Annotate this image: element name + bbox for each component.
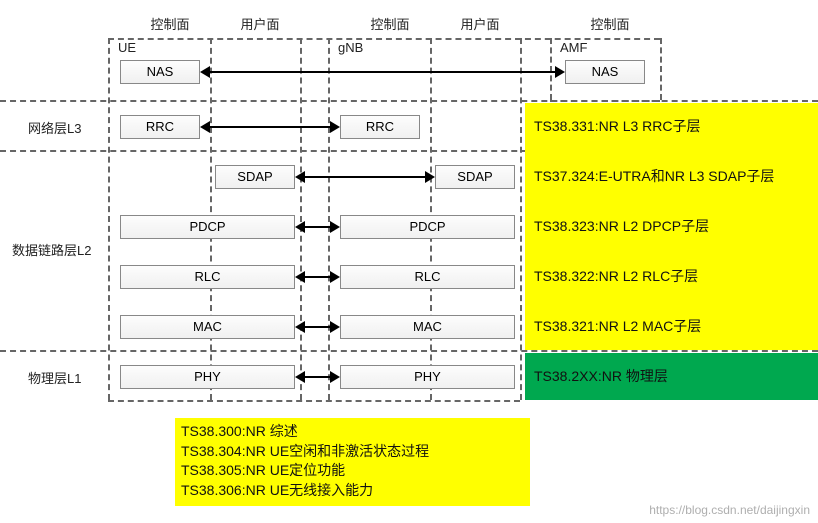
box-phy-gnb: PHY — [340, 365, 515, 389]
dash-bottom — [108, 400, 520, 402]
dash-gnb-right — [520, 38, 522, 400]
arrow-nas-l — [200, 66, 210, 78]
dash-sep-l3 — [0, 100, 818, 102]
spec-rrc: TS38.331:NR L3 RRC子层 — [528, 117, 707, 137]
protocol-stack-diagram: 控制面 用户面 控制面 用户面 控制面 UE gNB AMF 网络层L3 数据链… — [0, 0, 818, 523]
box-pdcp-ue: PDCP — [120, 215, 295, 239]
hdr-cp1: 控制面 — [140, 14, 200, 33]
arrow-sdap-r — [425, 171, 435, 183]
spec-sdap: TS37.324:E-UTRA和NR L3 SDAP子层 — [528, 167, 780, 187]
spec-mac: TS38.321:NR L2 MAC子层 — [528, 317, 707, 337]
box-rrc-gnb: RRC — [340, 115, 420, 139]
arrow-pdcp-l — [295, 221, 305, 233]
arrow-pdcp — [305, 226, 330, 228]
hdr-cp3: 控制面 — [580, 14, 640, 33]
box-rlc-gnb: RLC — [340, 265, 515, 289]
spec-rlc: TS38.322:NR L2 RLC子层 — [528, 267, 704, 287]
entity-amf: AMF — [560, 40, 587, 55]
arrow-rlc — [305, 276, 330, 278]
spec-gen4: TS38.306:NR UE无线接入能力 — [175, 481, 530, 501]
watermark: https://blog.csdn.net/daijingxin — [649, 503, 810, 517]
spec-gen3: TS38.305:NR UE定位功能 — [175, 461, 530, 481]
row-l1: 物理层L1 — [28, 368, 81, 387]
spec-pdcp: TS38.323:NR L2 DPCP子层 — [528, 217, 715, 237]
box-pdcp-gnb: PDCP — [340, 215, 515, 239]
spec-phy: TS38.2XX:NR 物理层 — [528, 367, 674, 387]
arrow-sdap-l — [295, 171, 305, 183]
box-nas-ue: NAS — [120, 60, 200, 84]
arrow-mac — [305, 326, 330, 328]
dash-amf-left — [550, 38, 552, 100]
hdr-up1: 用户面 — [230, 14, 290, 33]
hdr-cp2: 控制面 — [360, 14, 420, 33]
arrow-rrc — [210, 126, 330, 128]
spec-gen1: TS38.300:NR 综述 — [175, 422, 530, 442]
arrow-phy-l — [295, 371, 305, 383]
arrow-rrc-l — [200, 121, 210, 133]
arrow-phy-r — [330, 371, 340, 383]
dash-ue-left — [108, 38, 110, 400]
box-mac-ue: MAC — [120, 315, 295, 339]
arrow-nas-r — [555, 66, 565, 78]
dash-sep-l1 — [0, 350, 818, 352]
arrow-rrc-r — [330, 121, 340, 133]
arrow-rlc-r — [330, 271, 340, 283]
arrow-pdcp-r — [330, 221, 340, 233]
box-sdap-ue: SDAP — [215, 165, 295, 189]
arrow-nas — [210, 71, 555, 73]
dash-gnb-left — [328, 38, 330, 400]
spec-general-block: TS38.300:NR 综述 TS38.304:NR UE空闲和非激活状态过程 … — [175, 418, 530, 506]
arrow-phy — [305, 376, 330, 378]
row-l2: 数据链路层L2 — [12, 240, 91, 259]
arrow-mac-r — [330, 321, 340, 333]
arrow-rlc-l — [295, 271, 305, 283]
dash-ue-right — [300, 38, 302, 400]
hdr-up2: 用户面 — [450, 14, 510, 33]
spec-gen2: TS38.304:NR UE空闲和非激活状态过程 — [175, 442, 530, 462]
box-rlc-ue: RLC — [120, 265, 295, 289]
box-sdap-gnb: SDAP — [435, 165, 515, 189]
box-nas-amf: NAS — [565, 60, 645, 84]
arrow-mac-l — [295, 321, 305, 333]
box-rrc-ue: RRC — [120, 115, 200, 139]
entity-gnb: gNB — [338, 40, 363, 55]
box-mac-gnb: MAC — [340, 315, 515, 339]
row-l3: 网络层L3 — [28, 118, 81, 137]
box-phy-ue: PHY — [120, 365, 295, 389]
entity-ue: UE — [118, 40, 136, 55]
dash-amf-bottom — [550, 100, 660, 102]
dash-amf-right — [660, 38, 662, 100]
arrow-sdap — [305, 176, 425, 178]
